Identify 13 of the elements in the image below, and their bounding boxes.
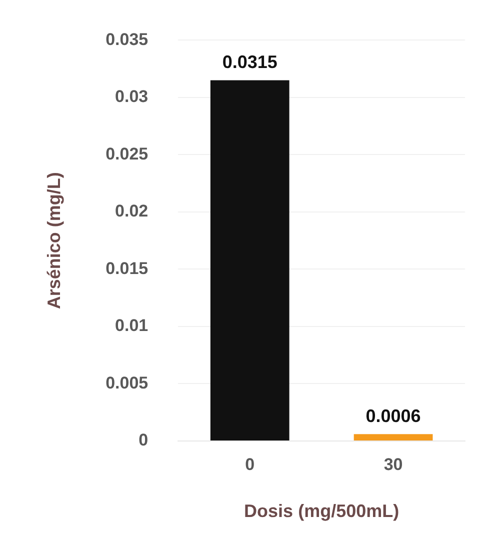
y-tick-label: 0: [138, 430, 148, 450]
y-tick-label: 0.025: [106, 144, 148, 164]
y-tick-label: 0.035: [106, 30, 148, 49]
data-label: 0.0006: [366, 406, 421, 426]
y-tick-label: 0.02: [115, 202, 148, 221]
x-axis-title: Dosis (mg/500mL): [244, 501, 400, 522]
x-tick-label: 30: [384, 454, 403, 474]
y-axis-title: Arsénico (mg/L): [44, 172, 64, 310]
y-tick-label: 0.01: [115, 316, 148, 336]
data-label: 0.0315: [222, 52, 278, 72]
y-tick-label: 0.015: [106, 258, 148, 278]
y-tick-label: 0.03: [115, 87, 148, 106]
y-tick-label: 0.005: [106, 373, 148, 392]
